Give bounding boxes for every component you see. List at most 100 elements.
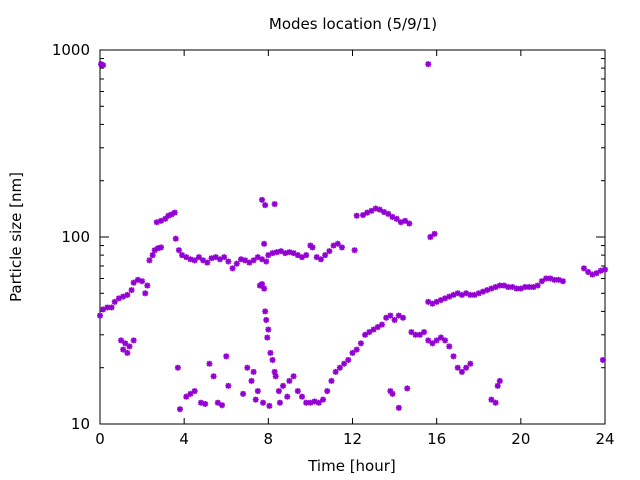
data-point — [538, 278, 545, 285]
data-point — [353, 212, 360, 219]
data-point — [244, 364, 251, 371]
data-point — [526, 284, 533, 291]
data-point — [272, 373, 279, 380]
data-point — [263, 258, 270, 265]
data-point — [393, 215, 400, 222]
data-point — [599, 356, 606, 363]
data-point — [431, 230, 438, 237]
data-point — [259, 281, 266, 288]
data-point — [313, 254, 320, 261]
data-point — [225, 258, 232, 265]
data-point — [261, 285, 268, 292]
data-point — [475, 290, 482, 297]
x-tick-label: 16 — [427, 430, 446, 448]
data-point — [322, 252, 329, 259]
data-point — [589, 271, 596, 278]
data-point — [216, 256, 223, 263]
data-point — [158, 217, 165, 224]
data-point — [206, 360, 213, 367]
data-point — [364, 209, 371, 216]
data-point — [442, 337, 449, 344]
data-point — [191, 257, 198, 264]
x-tick-label: 24 — [595, 430, 614, 448]
data-point — [219, 402, 226, 409]
data-point — [100, 306, 107, 313]
data-point — [176, 406, 183, 413]
data-point — [252, 396, 259, 403]
data-point — [378, 321, 385, 328]
data-point — [307, 399, 314, 406]
data-point — [299, 254, 305, 261]
data-point — [260, 399, 267, 406]
data-point — [134, 276, 141, 283]
data-point — [437, 297, 444, 304]
data-point — [233, 260, 240, 267]
data-point — [427, 234, 434, 240]
data-point — [271, 368, 278, 375]
data-point — [530, 284, 537, 291]
data-point — [404, 385, 411, 392]
data-point — [492, 284, 499, 291]
data-point — [391, 316, 398, 323]
data-point — [115, 295, 122, 302]
data-point — [547, 275, 554, 282]
data-point — [290, 250, 297, 257]
data-point — [303, 399, 310, 406]
data-point — [446, 343, 453, 350]
data-point — [559, 278, 566, 285]
data-point — [543, 275, 550, 282]
y-tick-label: 10 — [71, 415, 90, 433]
data-point — [505, 284, 512, 291]
data-point — [151, 247, 158, 254]
data-point — [522, 284, 529, 291]
data-point — [534, 282, 541, 289]
data-point — [282, 250, 289, 257]
data-point — [124, 291, 131, 298]
data-point — [488, 396, 495, 403]
data-point — [330, 242, 337, 249]
data-point — [195, 254, 202, 261]
data-point — [463, 364, 470, 371]
data-point — [120, 346, 127, 353]
data-point — [229, 265, 236, 272]
data-point — [517, 285, 524, 292]
data-point — [555, 276, 562, 283]
data-point — [124, 349, 131, 356]
data-point — [412, 331, 419, 338]
data-point — [471, 291, 478, 298]
x-tick-label: 8 — [264, 430, 274, 448]
data-point — [264, 334, 271, 341]
data-point — [336, 364, 343, 371]
data-point — [450, 291, 457, 298]
data-point — [294, 388, 301, 395]
data-point — [602, 266, 608, 273]
data-point — [104, 304, 111, 311]
data-point — [299, 393, 305, 400]
data-point — [146, 257, 153, 264]
data-point — [183, 254, 190, 261]
data-point — [496, 282, 503, 289]
data-point — [454, 290, 461, 297]
y-tick-label: 1000 — [52, 41, 90, 59]
data-point — [463, 290, 470, 297]
data-point — [374, 324, 381, 331]
data-point — [242, 257, 249, 264]
data-point — [324, 388, 331, 395]
data-point — [175, 247, 182, 254]
data-point — [286, 249, 293, 256]
data-point — [454, 364, 461, 371]
data-point — [269, 250, 276, 257]
data-point — [433, 298, 440, 305]
data-point — [408, 329, 415, 336]
data-point — [261, 240, 268, 247]
x-axis-label: Time [hour] — [307, 457, 396, 475]
data-point — [254, 388, 261, 395]
data-point — [341, 360, 348, 367]
data-point — [265, 252, 272, 259]
data-point — [389, 390, 396, 397]
data-point — [597, 267, 604, 274]
data-point — [290, 373, 297, 380]
data-point — [421, 329, 428, 336]
